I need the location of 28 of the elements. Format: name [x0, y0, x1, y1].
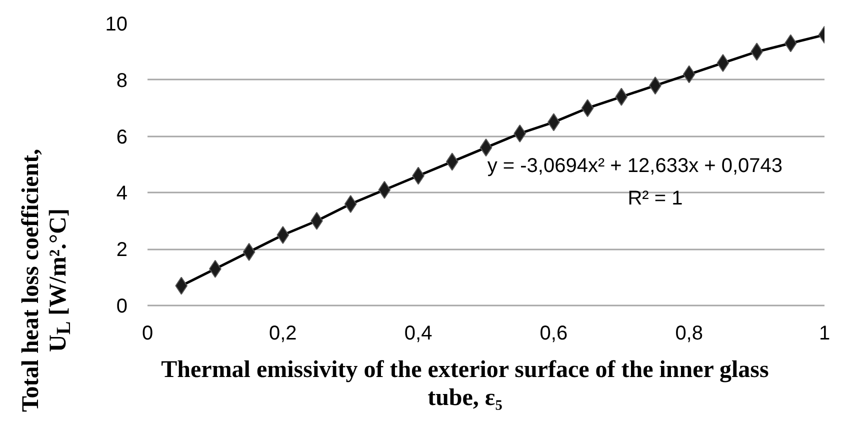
point: [615, 88, 628, 106]
point: [344, 194, 357, 213]
point: [446, 152, 458, 171]
x-tick-label: 0,2: [269, 322, 297, 344]
point: [716, 54, 730, 72]
point: [242, 242, 256, 261]
point: [480, 138, 492, 157]
x-tick-label: 1: [818, 322, 830, 344]
y-tick-label: 2: [116, 239, 128, 262]
y-tick-label: 4: [116, 182, 128, 205]
annotation: y = -3,0694x² + 12,633x + 0,0743: [487, 154, 783, 177]
x-tick-label: 0,4: [404, 322, 432, 344]
annotation: R² = 1: [628, 187, 683, 210]
x-tick-label: 0,6: [540, 322, 568, 344]
x-axis-title: Thermal emissivity of the exterior surface of the inner glass tube, ε₅: [160, 357, 770, 412]
y-tick-label: 6: [116, 126, 128, 148]
point: [276, 226, 290, 244]
point: [175, 276, 188, 295]
point: [784, 34, 797, 52]
point: [514, 124, 526, 142]
y-tick-label: 8: [116, 70, 128, 92]
point: [378, 180, 391, 199]
y-tick-label: 10: [105, 14, 128, 36]
x-tick-label: 0: [142, 322, 154, 344]
x-tick-label: 0,8: [675, 322, 704, 344]
point: [581, 99, 594, 118]
y-tick-label: 0: [116, 296, 128, 318]
point: [682, 65, 696, 84]
